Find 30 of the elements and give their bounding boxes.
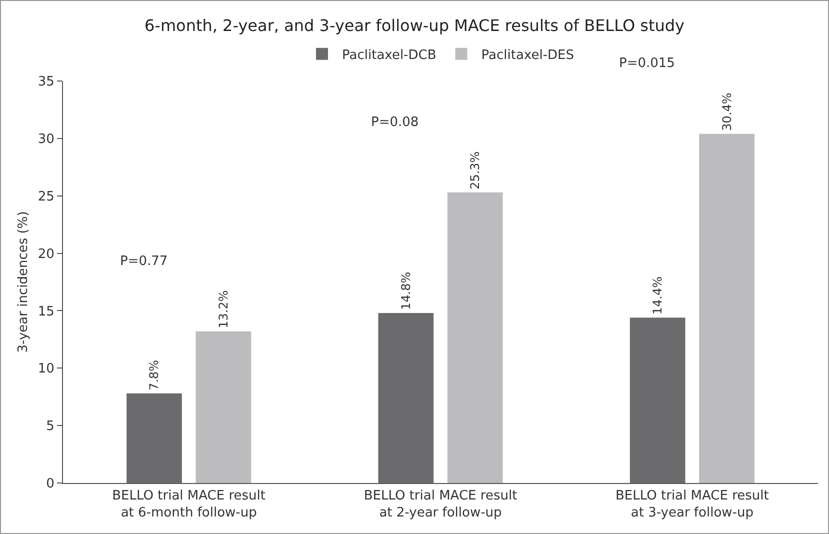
y-tick-label: 0 — [46, 476, 54, 492]
y-axis-title: 3-year incidences (%) — [16, 211, 31, 353]
data-label: 25.3% — [468, 151, 482, 190]
bar — [196, 331, 252, 483]
data-label: 14.4% — [650, 276, 665, 315]
data-label: 14.8% — [398, 272, 413, 310]
data-label: 30.4% — [720, 92, 734, 131]
bar — [630, 318, 686, 483]
chart-title: 6-month, 2-year, and 3-year follow-up MACE results of BELLO study — [144, 16, 685, 35]
y-tick-label: 25 — [38, 189, 54, 204]
bar — [699, 134, 754, 483]
y-tick-label: 15 — [38, 304, 54, 320]
x-tick-label: BELLO trial MACE result at 6-month follow-up — [112, 488, 266, 520]
annotation: P=0.08 — [371, 115, 419, 130]
data-label: 7.8% — [147, 360, 162, 390]
legend-label: Paclitaxel-DCB — [342, 48, 436, 63]
y-tick-label: 35 — [38, 74, 54, 90]
y-tick-label: 5 — [46, 419, 54, 434]
y-tick-label: 20 — [38, 246, 54, 262]
bar — [126, 393, 182, 483]
x-tick-label: BELLO trial MACE result at 3-year follow-up — [615, 488, 769, 520]
text: P=0.015 — [619, 56, 675, 71]
y-tick-label: 30 — [38, 132, 54, 147]
y-tick-label: 10 — [38, 362, 54, 377]
bar — [447, 192, 503, 483]
bar — [378, 313, 434, 483]
x-tick-label: BELLO trial MACE result at 2-year follow-up — [364, 488, 518, 520]
data-label: 13.2% — [216, 290, 230, 328]
legend-label: Paclitaxel-DES — [481, 48, 574, 63]
annotation: P=0.77 — [120, 254, 168, 269]
